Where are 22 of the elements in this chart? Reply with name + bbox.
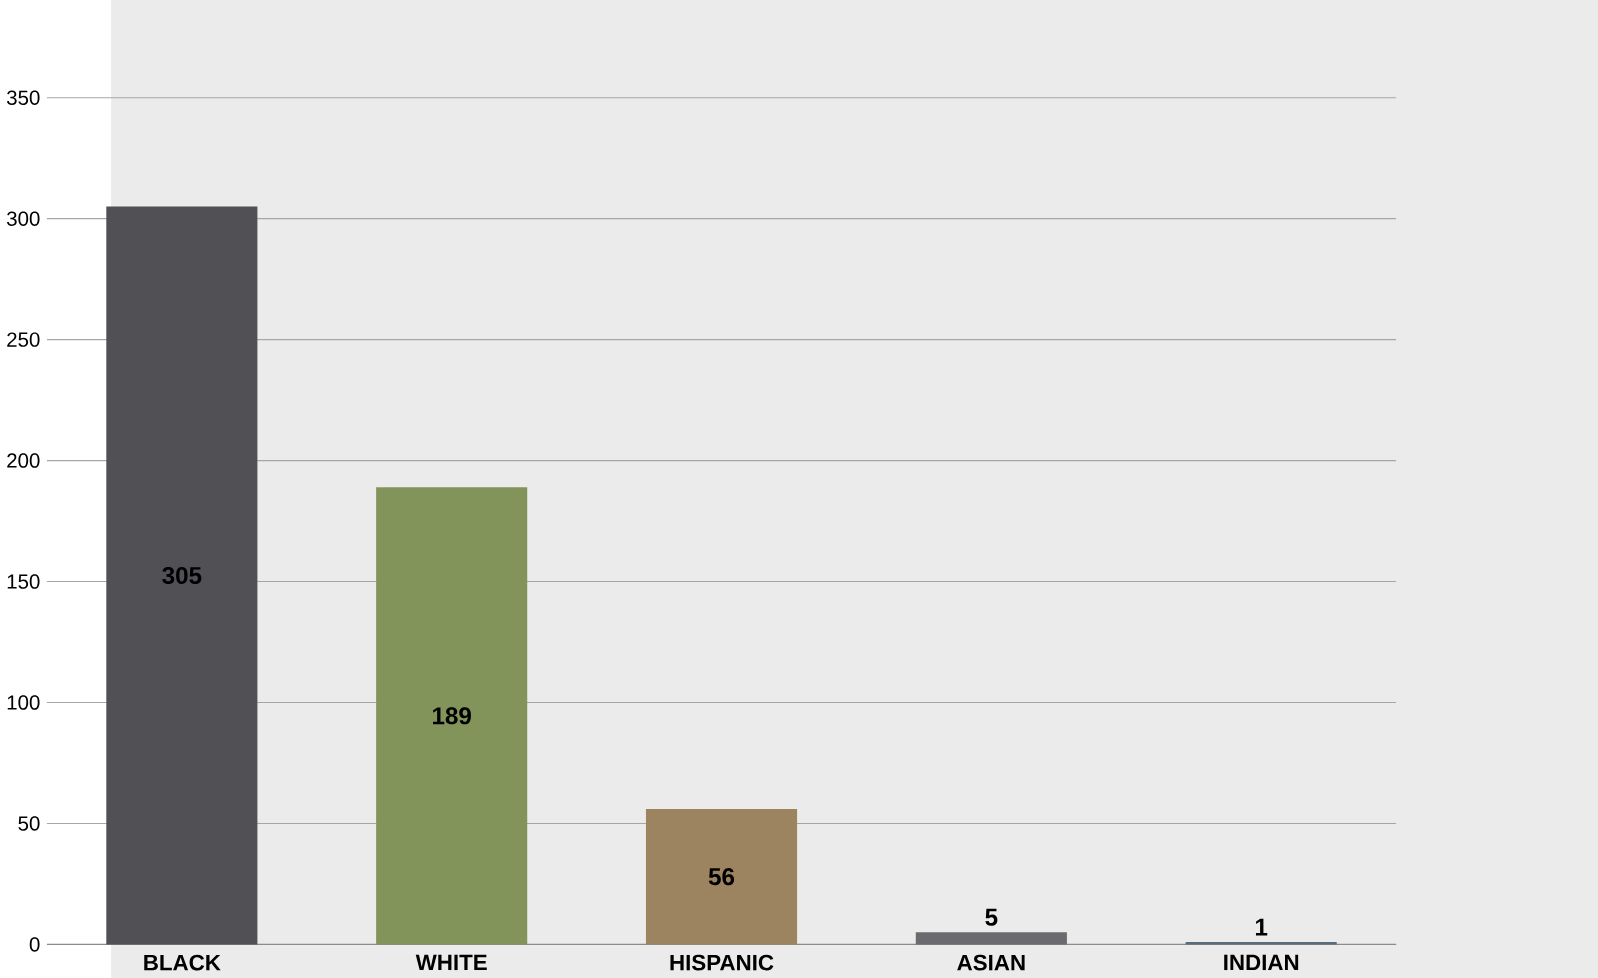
y-tick-label: 300 bbox=[7, 211, 40, 226]
x-tick-label: HISPANIC bbox=[670, 954, 774, 971]
y-tick-label: 250 bbox=[7, 332, 40, 347]
data-label: 1 bbox=[1255, 918, 1268, 936]
y-tick-label: 50 bbox=[18, 816, 40, 831]
x-tick-label: INDIAN bbox=[1224, 954, 1299, 971]
y-tick-label: 100 bbox=[7, 695, 40, 710]
bar bbox=[376, 487, 528, 945]
bar bbox=[645, 808, 798, 945]
data-label: 189 bbox=[433, 707, 471, 725]
y-tick-label: 150 bbox=[7, 574, 40, 589]
data-label: 56 bbox=[708, 868, 735, 886]
x-tick-label: ASIAN bbox=[957, 954, 1025, 971]
x-tick-label: BLACK bbox=[144, 954, 221, 971]
y-tick-label: 350 bbox=[7, 90, 40, 105]
x-tick-label: WHITE bbox=[415, 954, 487, 971]
bar bbox=[106, 206, 258, 945]
data-label: 5 bbox=[985, 908, 998, 926]
bar bbox=[915, 932, 1067, 945]
data-label: 305 bbox=[162, 566, 202, 585]
y-tick-label: 200 bbox=[7, 453, 40, 468]
y-tick-label: 0 bbox=[29, 937, 40, 952]
